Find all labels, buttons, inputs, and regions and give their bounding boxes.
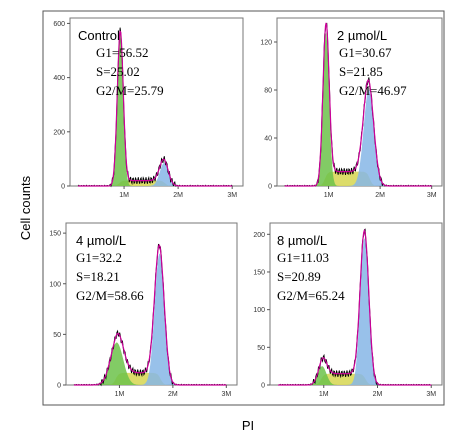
y-tick-label: 0 — [261, 383, 265, 390]
panel-frame — [276, 17, 443, 187]
model-fit-line — [74, 243, 227, 386]
y-tick-label: 100 — [253, 307, 265, 314]
phase-stat-s: S=21.85 — [339, 64, 383, 79]
y-tick-label: 400 — [53, 75, 65, 82]
condition-label: 2 µmol/L — [337, 28, 387, 43]
x-tick-label: 2M — [373, 391, 383, 398]
phase-stat-g1: G1=56.52 — [96, 45, 148, 60]
phase-stat-g1: G1=11.03 — [277, 250, 329, 265]
x-tick-label: 2M — [375, 192, 385, 199]
condition-label: 8 µmol/L — [277, 233, 327, 248]
phase-stat-g2m: G2/M=65.24 — [277, 288, 345, 303]
x-tick-label: 2M — [173, 192, 183, 199]
x-tick-label: 1M — [115, 391, 125, 398]
model-fit-line — [284, 22, 432, 187]
x-tick-label: 3M — [227, 192, 237, 199]
condition-label: Control — [78, 28, 120, 43]
x-tick-label: 1M — [324, 192, 334, 199]
y-tick-label: 150 — [49, 231, 61, 238]
x-tick-label: 3M — [427, 192, 437, 199]
g1-phase-area — [278, 366, 432, 385]
x-tick-label: 1M — [119, 192, 129, 199]
phase-stat-g2m: G2/M=58.66 — [76, 288, 144, 303]
phase-stat-g1: G1=30.67 — [339, 45, 392, 60]
phase-stat-g1: G1=32.2 — [76, 250, 122, 265]
phase-stat-s: S=20.89 — [277, 269, 321, 284]
g1-phase-area — [78, 34, 233, 187]
figure-frame — [42, 10, 445, 406]
phase-stat-g2m: G2/M=46.97 — [339, 83, 407, 98]
y-axis-label: Cell counts — [18, 175, 33, 240]
y-tick-label: 50 — [53, 332, 61, 339]
condition-label: 4 µmol/L — [76, 233, 126, 248]
y-tick-label: 200 — [53, 129, 65, 136]
model-fit-line — [78, 30, 233, 187]
panel-1: 0 200 400 600 1M 2M 3M Control G1=56.52 S=25.02 G2… — [53, 17, 244, 199]
y-tick-label: 50 — [257, 345, 265, 352]
x-tick-label: 1M — [319, 391, 329, 398]
phase-stat-g2m: G2/M=25.79 — [96, 83, 164, 98]
phase-stat-s: S=25.02 — [96, 64, 140, 79]
g1-phase-area — [284, 32, 432, 186]
y-tick-label: 200 — [253, 232, 265, 239]
y-tick-label: 150 — [253, 269, 265, 276]
y-tick-label: 0 — [61, 184, 65, 191]
phase-stat-s: S=18.21 — [76, 269, 120, 284]
panel-frame — [69, 17, 244, 187]
y-tick-label: 600 — [53, 21, 65, 28]
x-tick-label: 3M — [221, 391, 231, 398]
y-tick-label: 120 — [260, 40, 272, 47]
model-fit-line — [278, 228, 432, 386]
y-tick-label: 100 — [49, 281, 61, 288]
panel-4: 0 50 100 150 200 1M 2M 3M 8 µmol/L G1=11.03 S=20.8… — [253, 222, 443, 398]
x-tick-label: 2M — [168, 391, 178, 398]
y-tick-label: 40 — [264, 136, 272, 143]
raw-histogram-line — [73, 243, 227, 387]
panel-2: 0 40 80 120 1M 2M 3M 2 µmol/L G1=30.67 S=21.85 G2/… — [260, 17, 443, 199]
x-axis-label: PI — [242, 418, 254, 433]
y-tick-label: 80 — [264, 88, 272, 95]
panel-3: 0 50 100 150 1M 2M 3M 4 µmol/L G1=32.2 S=18.21 G2/… — [49, 222, 238, 398]
y-tick-label: 0 — [268, 184, 272, 191]
x-tick-label: 3M — [426, 391, 436, 398]
y-tick-label: 0 — [57, 383, 61, 390]
